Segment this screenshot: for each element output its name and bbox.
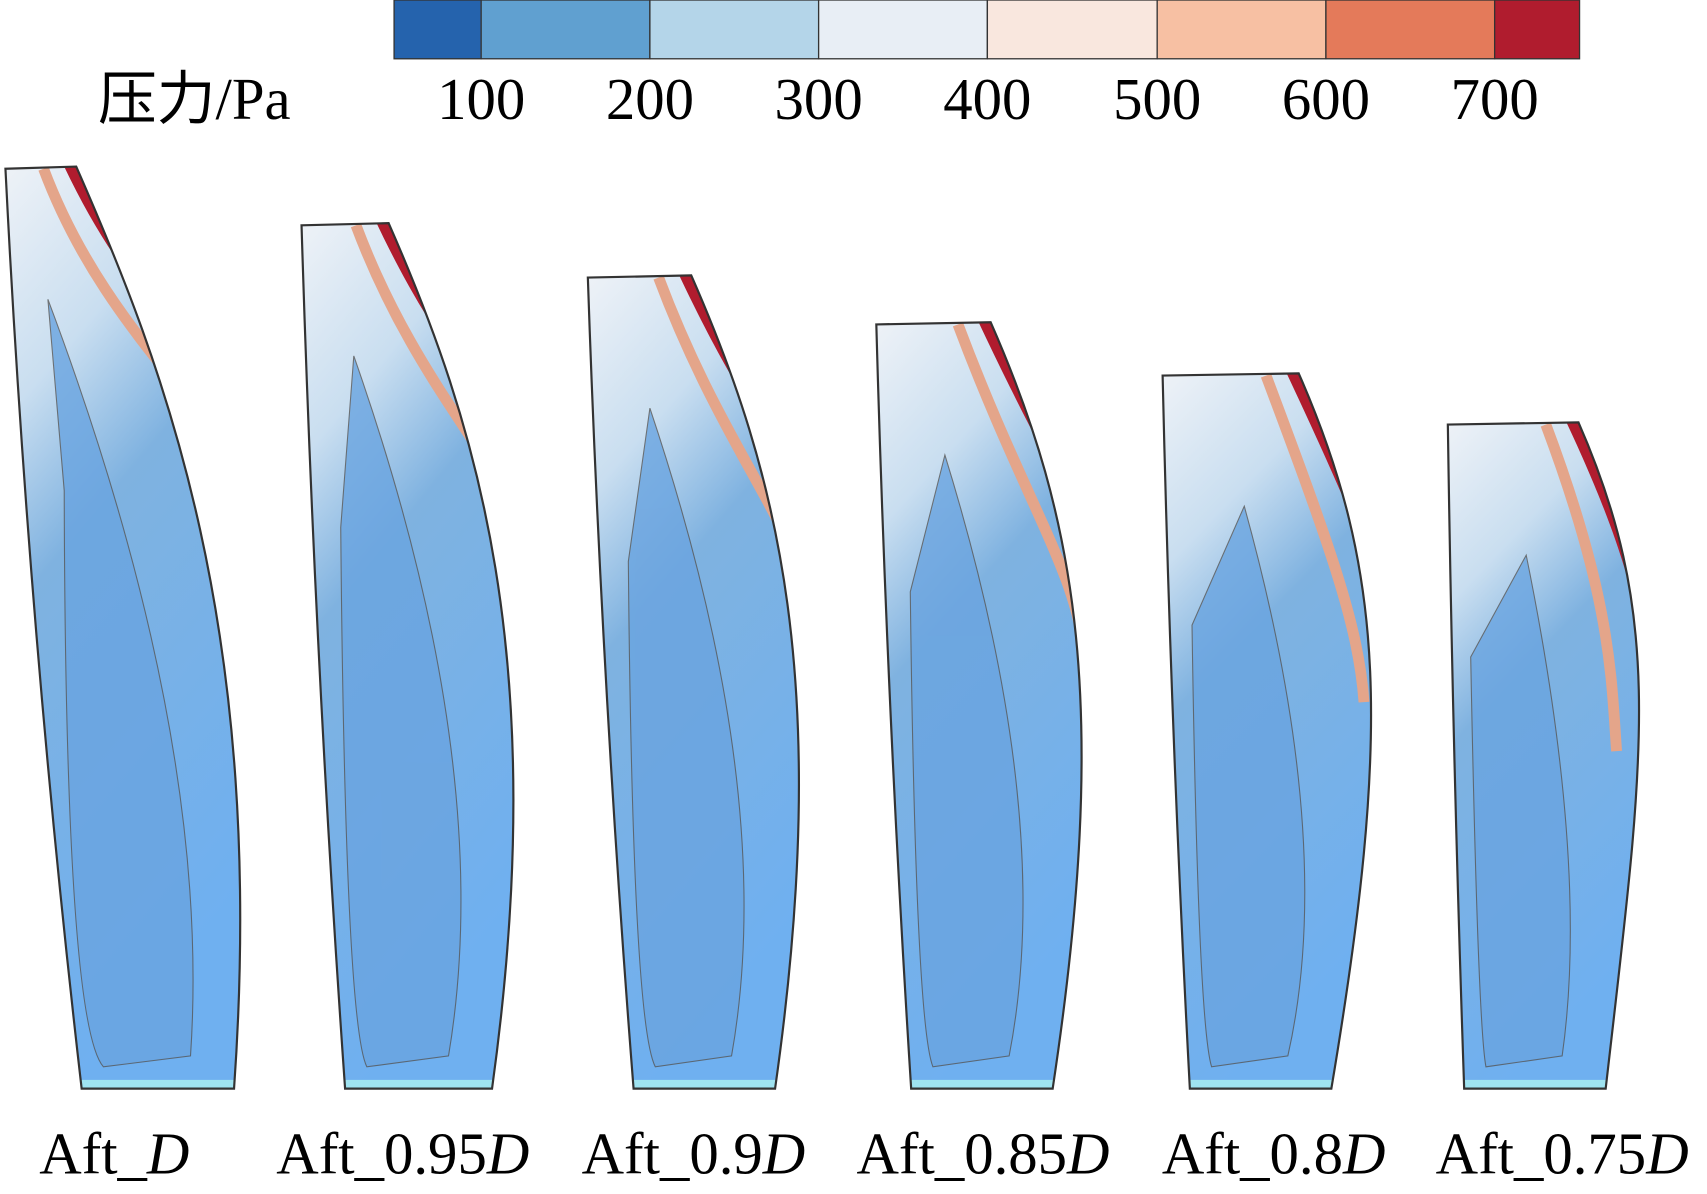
blade-root	[1458, 1079, 1612, 1089]
blade-root	[1184, 1079, 1337, 1089]
panel-label-part: Aft_0.75	[1436, 1122, 1647, 1187]
colorbar-swatch	[480, 0, 651, 60]
panel-label: Aft_0.85D	[856, 1122, 1109, 1187]
colorbar-swatch	[649, 0, 820, 60]
blade-mid-edge	[1260, 373, 1370, 703]
blade-low-region	[1191, 504, 1306, 1068]
panel-label-part: Aft_	[39, 1122, 147, 1187]
blade-contour	[4, 165, 242, 1090]
blade-low-region	[1470, 553, 1571, 1068]
blade-mid-edge	[653, 275, 799, 605]
blade-mid-edge	[1540, 422, 1623, 752]
colorbar-tick-label: 600	[1282, 67, 1370, 132]
blade-root	[76, 1079, 240, 1089]
blade-outline	[586, 274, 800, 1090]
panel-label-part: D	[486, 1122, 529, 1187]
colorbar-swatch	[1156, 0, 1327, 60]
colorbar-swatch	[817, 0, 989, 60]
panel-label-part: D	[1066, 1122, 1109, 1187]
blade-low-region	[909, 453, 1024, 1068]
colorbar-tick-label: 200	[606, 67, 694, 132]
blade-contour	[300, 222, 515, 1090]
colorbar-tick-label: 500	[1113, 67, 1201, 132]
colorbar-tick-label: 700	[1451, 67, 1539, 132]
panel-label-part: Aft_0.9	[582, 1122, 763, 1187]
blade-root	[905, 1079, 1059, 1089]
panel-label: Aft_D	[39, 1122, 189, 1187]
panel-label-part: D	[1342, 1122, 1385, 1187]
blade-outline	[875, 321, 1083, 1090]
panel-label: Aft_0.9D	[582, 1122, 806, 1187]
panel-label-part: Aft_0.85	[856, 1122, 1067, 1187]
colorbar-swatch	[1493, 0, 1581, 60]
colorbar-swatch	[393, 0, 482, 60]
panel-label-part: Aft_0.95	[276, 1122, 487, 1187]
panel-label-part: D	[1645, 1122, 1688, 1187]
panel-label: Aft_0.8D	[1162, 1122, 1386, 1187]
blade-outline	[300, 222, 515, 1090]
colorbar-swatch	[1325, 0, 1496, 60]
blade-outline	[1161, 372, 1373, 1090]
panel-label-part: D	[146, 1122, 189, 1187]
blade-outline	[1446, 421, 1641, 1090]
blade-contour	[1446, 421, 1641, 1090]
colorbar-tick-label: 100	[437, 67, 525, 132]
colorbar-tick-label: 400	[943, 67, 1031, 132]
panel-label-part: D	[762, 1122, 805, 1187]
blade-low-region	[340, 355, 462, 1068]
panel-label: Aft_0.95D	[276, 1122, 529, 1187]
panel-label: Aft_0.75D	[1436, 1122, 1689, 1187]
blade-contour	[586, 274, 800, 1090]
colorbar-label: 压力/Pa	[98, 67, 291, 132]
blade-contour	[1161, 372, 1373, 1090]
blade-low-region	[627, 408, 745, 1068]
blade-outline	[4, 165, 242, 1090]
colorbar-tick-label: 300	[775, 67, 863, 132]
blade-detail	[1458, 422, 1640, 1089]
colorbar-swatch	[986, 0, 1158, 60]
blade-contour	[875, 321, 1083, 1090]
blade-root	[628, 1079, 781, 1089]
blade-low-region	[47, 299, 194, 1068]
blade-root	[339, 1079, 498, 1089]
panel-label-part: Aft_0.8	[1162, 1122, 1343, 1187]
